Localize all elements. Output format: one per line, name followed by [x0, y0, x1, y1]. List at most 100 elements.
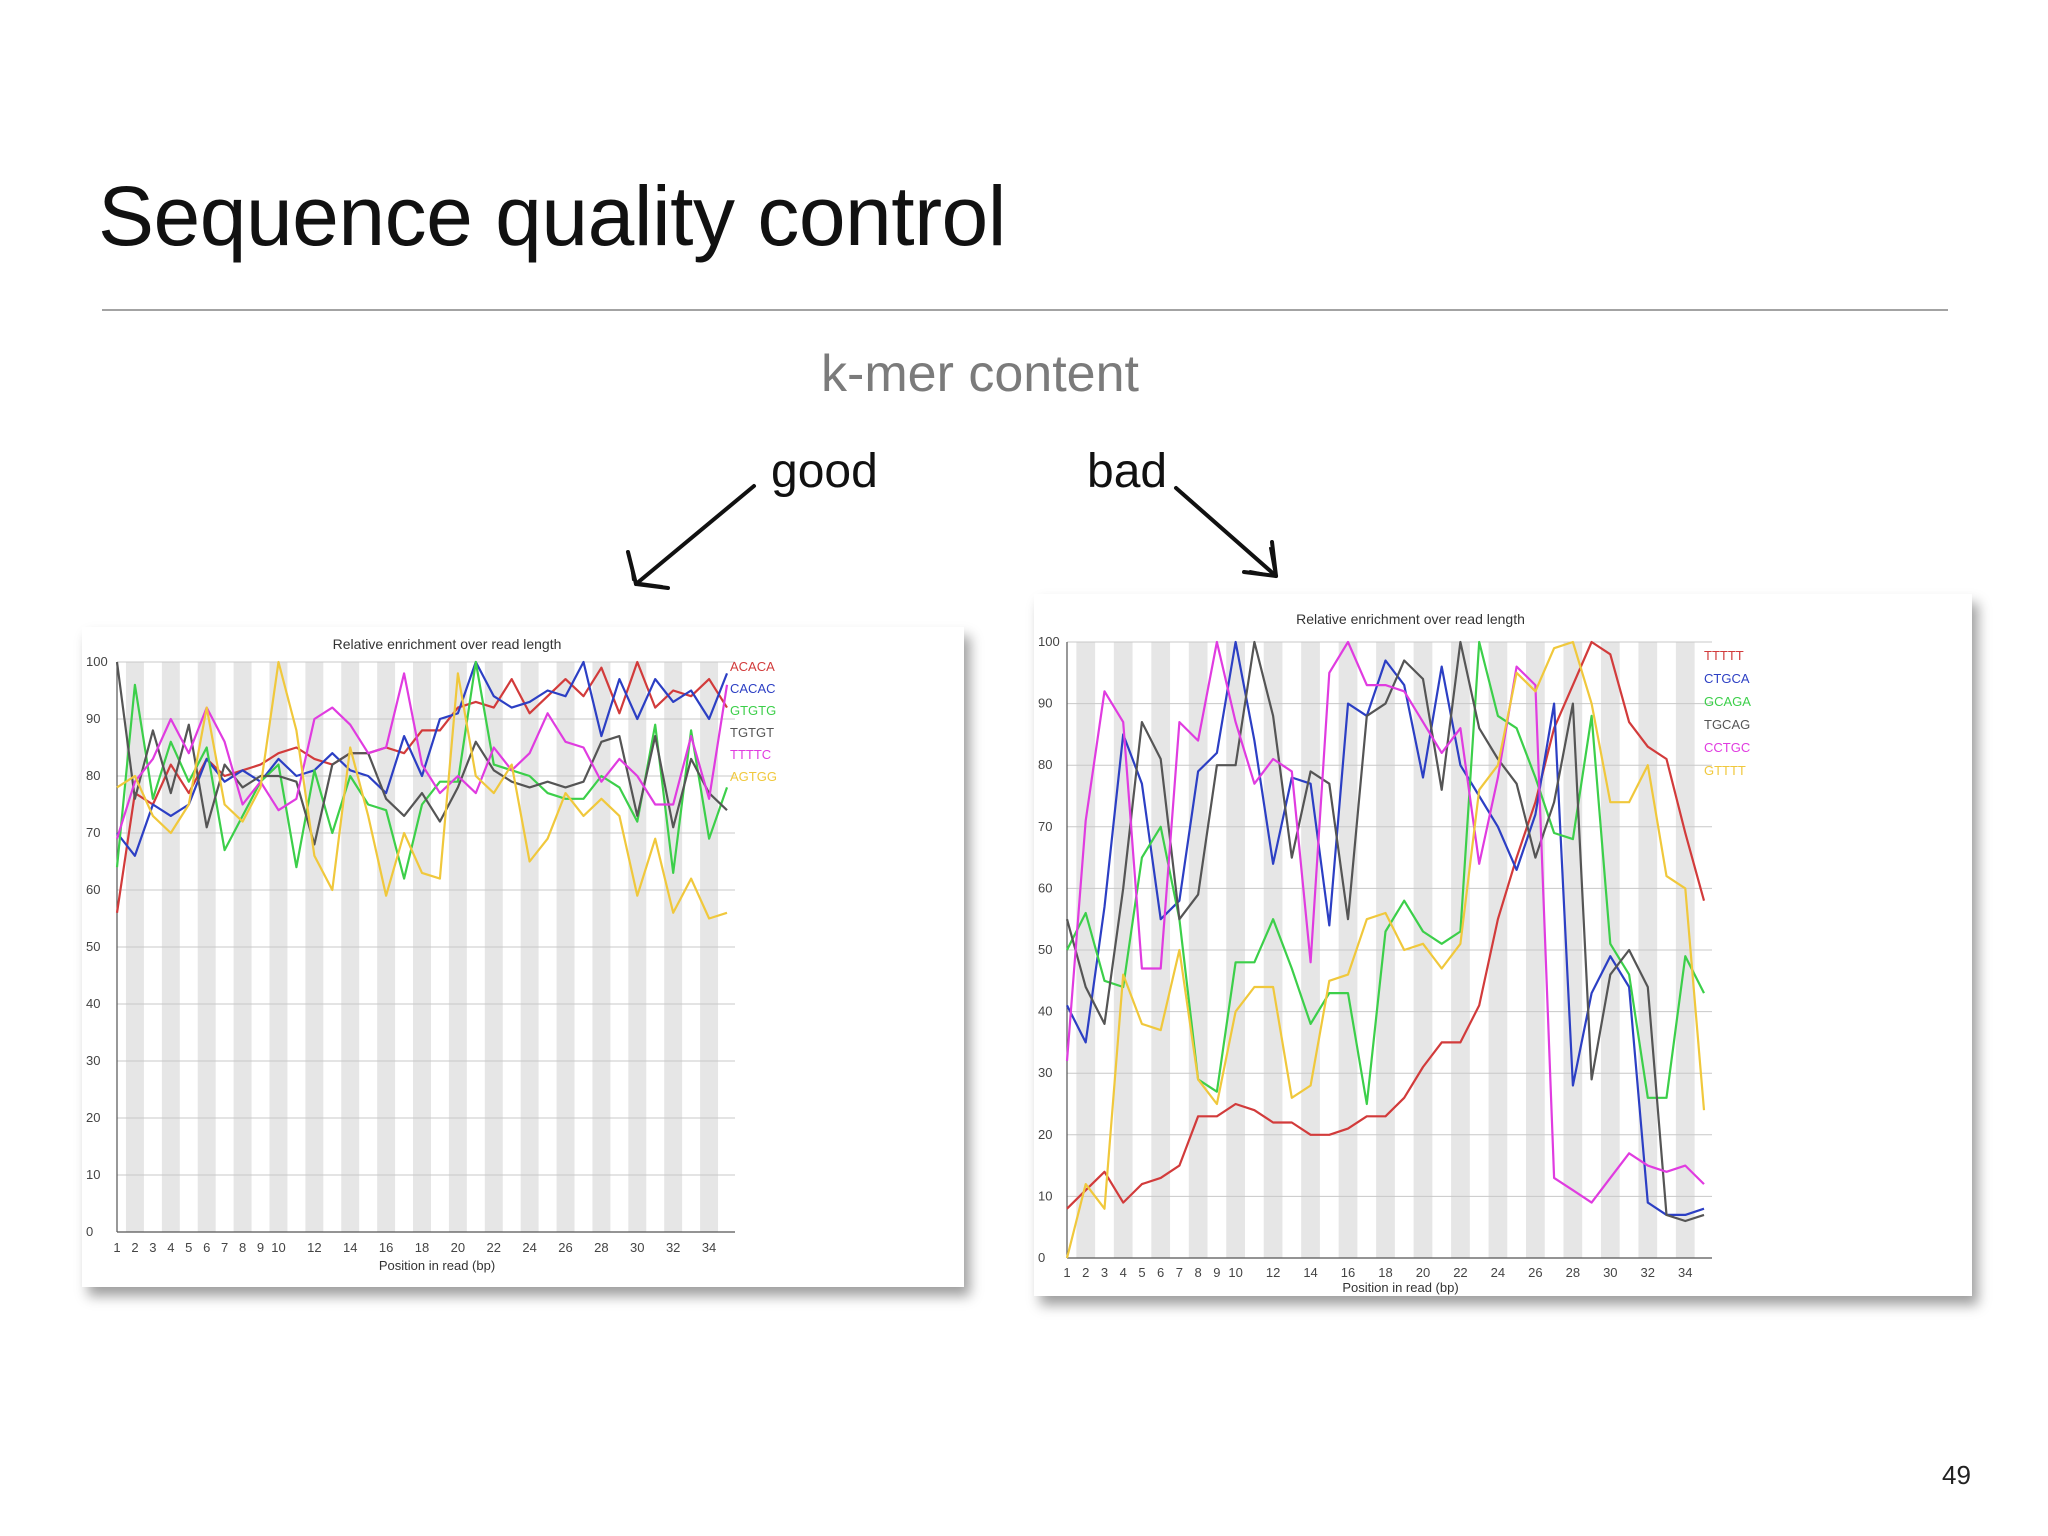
legend-item: CCTGC — [1704, 740, 1750, 755]
x-tick-label: 12 — [307, 1240, 321, 1255]
x-axis-label: Position in read (bp) — [1342, 1280, 1458, 1295]
y-tick-label: 10 — [1038, 1188, 1052, 1203]
x-tick-label: 18 — [415, 1240, 429, 1255]
x-tick-label: 3 — [1101, 1265, 1108, 1280]
series-line-gtgtg — [115, 660, 729, 880]
x-tick-label: 2 — [1082, 1265, 1089, 1280]
series-line-cctgc — [1065, 640, 1705, 1204]
x-tick-label: 6 — [203, 1240, 210, 1255]
x-tick-label: 14 — [343, 1240, 357, 1255]
x-tick-label: 26 — [558, 1240, 572, 1255]
series-line-ctgca — [1066, 640, 1705, 1217]
x-tick-label: 22 — [487, 1240, 501, 1255]
x-tick-label: 16 — [1341, 1265, 1355, 1280]
x-tick-label: 7 — [221, 1240, 228, 1255]
x-tick-label: 24 — [1491, 1265, 1505, 1280]
arrow-good — [626, 484, 756, 590]
label-good: good — [771, 445, 878, 498]
x-tick-label: 30 — [1603, 1265, 1617, 1280]
x-tick-label: 10 — [271, 1240, 285, 1255]
y-tick-label: 100 — [86, 654, 108, 669]
legend-item: TTTTT — [1704, 648, 1744, 663]
x-tick-label: 34 — [702, 1240, 716, 1255]
x-tick-label: 9 — [1213, 1265, 1220, 1280]
legend-item: ACACA — [730, 659, 775, 674]
x-tick-label: 28 — [594, 1240, 608, 1255]
x-tick-label: 1 — [1063, 1265, 1070, 1280]
y-tick-label: 90 — [86, 711, 100, 726]
y-tick-label: 40 — [1038, 1004, 1052, 1019]
legend-item: AGTGG — [730, 769, 777, 784]
x-tick-label: 32 — [666, 1240, 680, 1255]
x-tick-label: 3 — [149, 1240, 156, 1255]
y-tick-label: 90 — [1038, 696, 1052, 711]
y-tick-label: 30 — [86, 1053, 100, 1068]
series-line-gcaga — [1066, 640, 1705, 1106]
x-tick-label: 32 — [1641, 1265, 1655, 1280]
y-tick-label: 10 — [86, 1167, 100, 1182]
x-tick-label: 30 — [630, 1240, 644, 1255]
series-line-gtttt — [1065, 640, 1706, 1259]
legend-item: GTGTG — [730, 703, 776, 718]
y-tick-label: 30 — [1038, 1065, 1052, 1080]
series-line-ttttc — [115, 672, 729, 840]
label-bad: bad — [1087, 445, 1168, 498]
x-tick-label: 4 — [167, 1240, 174, 1255]
x-tick-label: 20 — [1416, 1265, 1430, 1280]
legend-item: GCAGA — [1704, 694, 1751, 709]
series-line-ttttt — [1066, 640, 1706, 1210]
y-tick-label: 70 — [1038, 819, 1052, 834]
series-line-agtgg — [116, 660, 728, 920]
x-tick-label: 9 — [257, 1240, 264, 1255]
y-tick-label: 0 — [86, 1224, 93, 1239]
x-tick-label: 5 — [1138, 1265, 1145, 1280]
x-tick-label: 4 — [1120, 1265, 1127, 1280]
x-tick-label: 28 — [1566, 1265, 1580, 1280]
legend-item: TGTGT — [730, 725, 774, 740]
x-tick-label: 22 — [1453, 1265, 1467, 1280]
chart-title: Relative enrichment over read length — [333, 636, 562, 652]
y-tick-label: 80 — [86, 768, 100, 783]
x-tick-label: 1 — [113, 1240, 120, 1255]
x-tick-label: 24 — [522, 1240, 536, 1255]
slide-subtitle: k-mer content — [821, 345, 1139, 403]
x-tick-label: 6 — [1157, 1265, 1164, 1280]
slide-title: Sequence quality control — [98, 169, 1006, 263]
y-tick-label: 60 — [86, 882, 100, 897]
legend-item: TTTTC — [730, 747, 771, 762]
x-tick-label: 26 — [1528, 1265, 1542, 1280]
title-divider — [102, 309, 1948, 311]
y-tick-label: 0 — [1038, 1250, 1045, 1265]
x-tick-label: 34 — [1678, 1265, 1692, 1280]
x-tick-label: 2 — [131, 1240, 138, 1255]
y-tick-label: 80 — [1038, 757, 1052, 772]
chart-panel-good: 0 10 20 30 40 50 60 70 80 90 100 1 2 3 4 5 6 7 8 9 10 12 14 16 1… — [82, 627, 964, 1287]
x-tick-label: 12 — [1266, 1265, 1280, 1280]
x-tick-label: 16 — [379, 1240, 393, 1255]
y-tick-label: 40 — [86, 996, 100, 1011]
x-tick-label: 8 — [239, 1240, 246, 1255]
x-axis-label: Position in read (bp) — [379, 1258, 495, 1273]
x-tick-label: 8 — [1195, 1265, 1202, 1280]
legend-item: CTGCA — [1704, 671, 1750, 686]
series-line-tgcag — [1065, 640, 1705, 1223]
legend-item: GTTTT — [1704, 763, 1746, 778]
legend-item: TGCAG — [1704, 717, 1750, 732]
x-tick-label: 20 — [451, 1240, 465, 1255]
y-tick-label: 20 — [86, 1110, 100, 1125]
chart-panel-bad: 0 10 20 30 40 50 60 70 80 90 100 1 2 3 4 5 6 7 8 9 10 12 14 16 1… — [1034, 594, 1972, 1296]
chart-title: Relative enrichment over read length — [1296, 611, 1525, 627]
x-tick-label: 14 — [1303, 1265, 1317, 1280]
arrow-bad — [1174, 486, 1278, 578]
x-tick-label: 10 — [1228, 1265, 1242, 1280]
legend-item: CACAC — [730, 681, 776, 696]
y-tick-label: 60 — [1038, 880, 1052, 895]
x-tick-label: 18 — [1378, 1265, 1392, 1280]
y-tick-label: 50 — [1038, 942, 1052, 957]
series-line-tgtgt — [115, 661, 728, 846]
y-tick-label: 70 — [86, 825, 100, 840]
page-number: 49 — [1942, 1460, 1971, 1490]
y-tick-label: 50 — [86, 939, 100, 954]
